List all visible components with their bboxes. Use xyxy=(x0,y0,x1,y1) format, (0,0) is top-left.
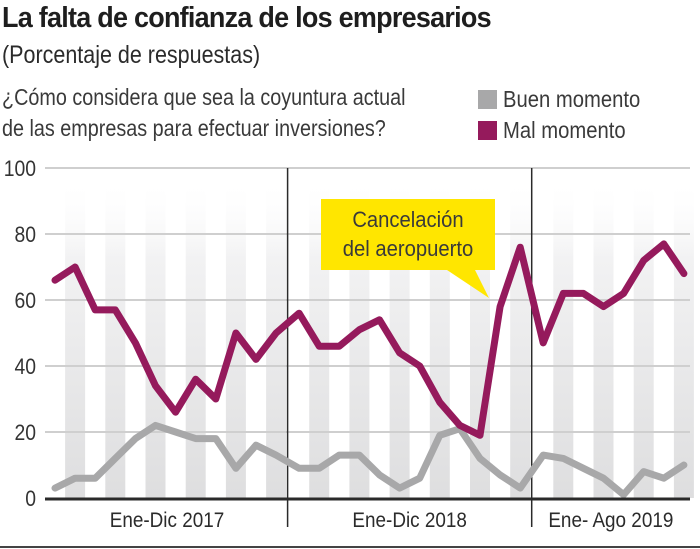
y-tick-label: 20 xyxy=(14,421,36,445)
legend: Buen momento Mal momento xyxy=(478,84,659,146)
x-period-label: Ene-Dic 2017 xyxy=(110,509,224,532)
legend-swatch xyxy=(478,90,497,109)
series-line-mal-momento xyxy=(51,240,688,439)
survey-question: ¿Cómo considera que sea la coyuntura act… xyxy=(2,82,406,144)
series-lines xyxy=(51,240,688,499)
legend-item-mal-momento: Mal momento xyxy=(478,115,659,146)
legend-swatch xyxy=(478,121,497,140)
background-stripe xyxy=(553,178,574,498)
y-axis-ticks: 0 20 40 60 80 100 xyxy=(4,157,36,511)
background-stripe xyxy=(633,178,654,498)
question-line: de las empresas para efectuar inversione… xyxy=(2,115,386,141)
legend-label: Buen momento xyxy=(503,86,641,112)
background-stripe xyxy=(145,178,166,498)
background-stripe xyxy=(185,178,206,498)
callout-box xyxy=(321,199,495,298)
callout-text: del aeropuerto xyxy=(343,237,473,261)
annotation-callout: Cancelación del aeropuerto xyxy=(321,199,495,298)
chart-title: La falta de confianza de los empresarios xyxy=(2,2,492,34)
series-line-buen-momento xyxy=(51,421,688,499)
question-line: ¿Cómo considera que sea la coyuntura act… xyxy=(2,84,406,110)
legend-label: Mal momento xyxy=(503,117,626,143)
background-stripe xyxy=(593,178,614,498)
legend-item-buen-momento: Buen momento xyxy=(478,84,659,115)
background-stripe xyxy=(105,178,126,498)
y-tick-label: 80 xyxy=(14,223,36,247)
callout-text: Cancelación xyxy=(352,208,463,232)
y-tick-label: 40 xyxy=(14,355,36,379)
background-stripe xyxy=(673,178,694,498)
x-period-label: Ene-Dic 2018 xyxy=(352,509,466,532)
y-tick-label: 100 xyxy=(4,157,36,181)
x-axis: Ene-Dic 2017 Ene-Dic 2018 Ene- Ago 2019 xyxy=(45,497,690,532)
background-stripe xyxy=(510,178,531,498)
background-stripe xyxy=(65,178,86,498)
bottom-rule xyxy=(0,546,700,548)
y-tick-label: 60 xyxy=(14,289,36,313)
chart-subtitle: (Porcentaje de respuestas) xyxy=(2,41,261,69)
y-tick-label: 0 xyxy=(25,487,36,511)
x-period-label: Ene- Ago 2019 xyxy=(548,509,673,532)
